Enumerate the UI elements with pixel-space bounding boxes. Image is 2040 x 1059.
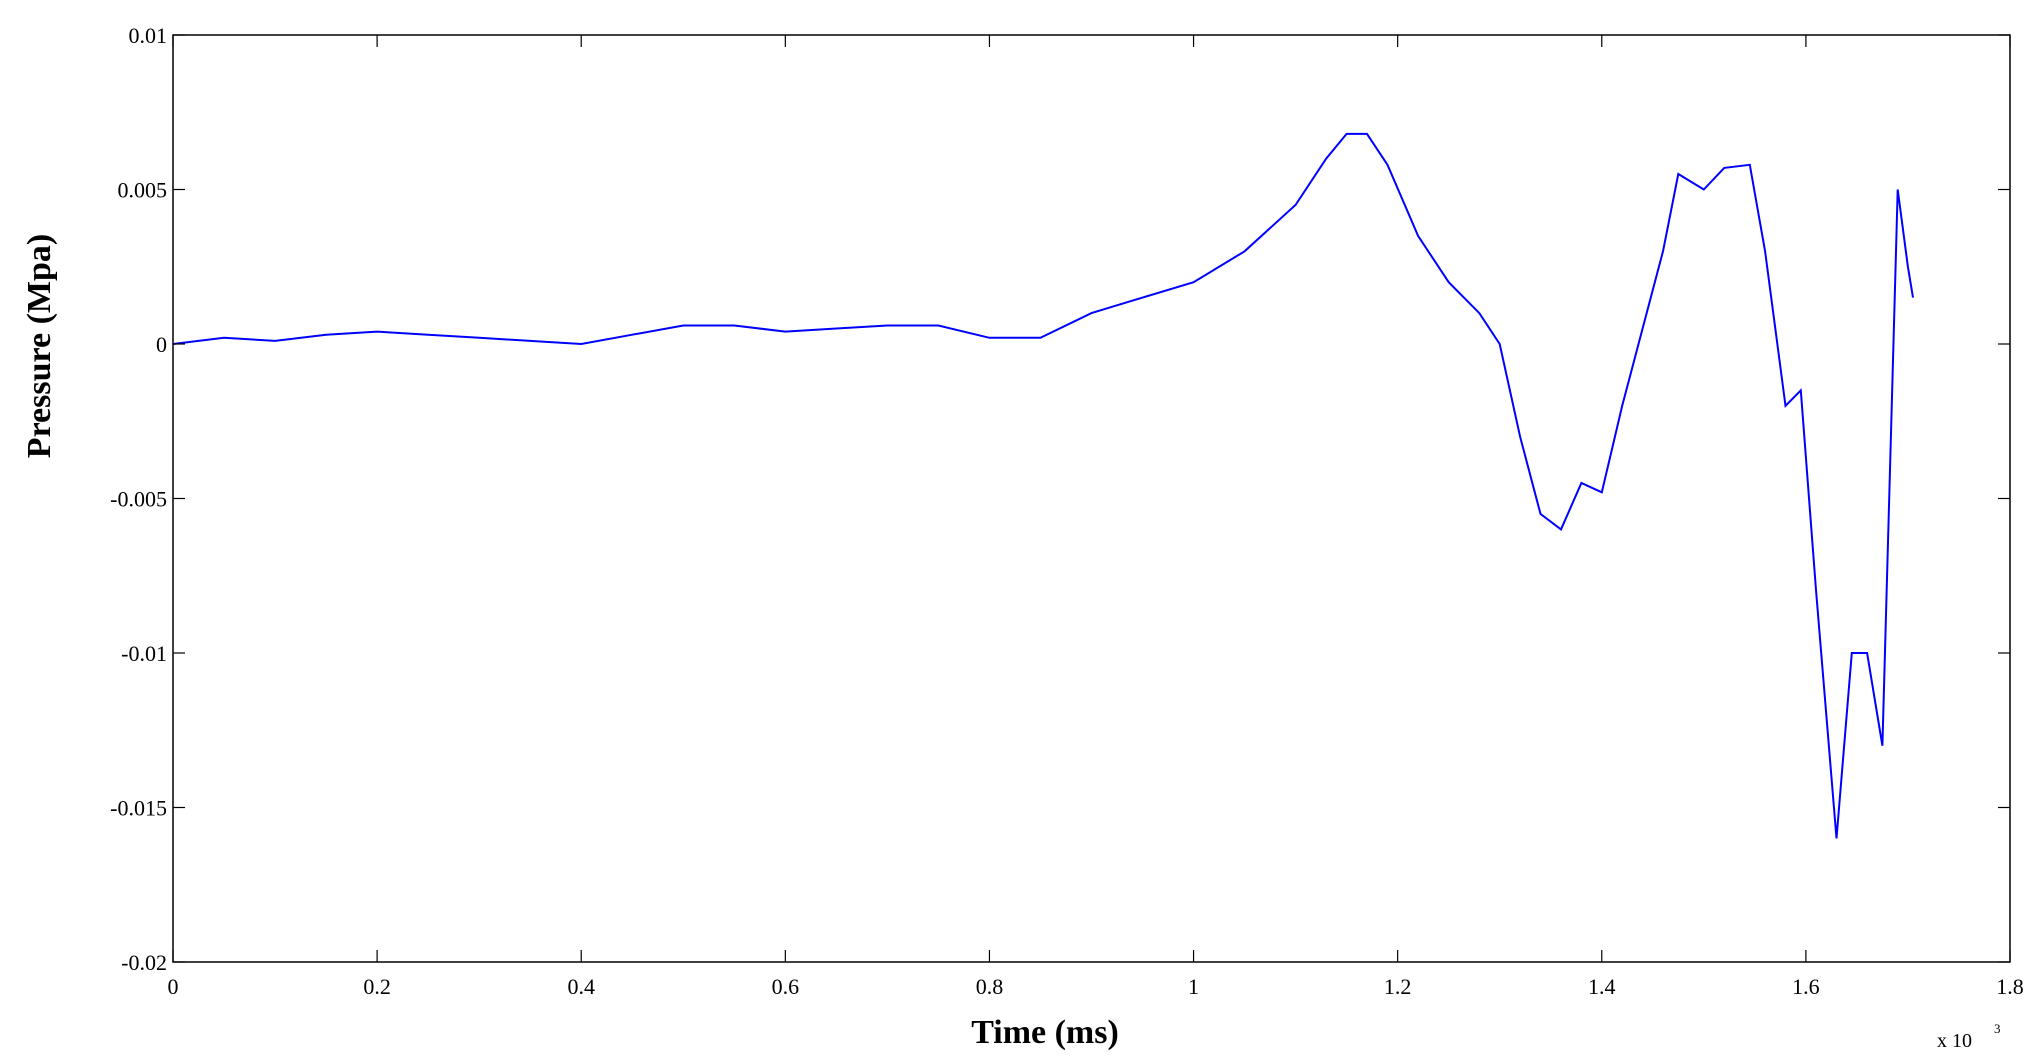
x-tick-label: 0.4 <box>567 974 595 999</box>
x-tick-label: 1.8 <box>1996 974 2024 999</box>
x-tick-label: 0.8 <box>976 974 1004 999</box>
x-tick-label: 1 <box>1188 974 1199 999</box>
y-tick-label: 0 <box>156 332 167 357</box>
y-tick-label: -0.02 <box>121 950 167 975</box>
y-tick-label: -0.015 <box>110 796 167 821</box>
x-axis-multiplier-exponent: 3 <box>1994 1021 2001 1036</box>
series-layer <box>172 132 1914 839</box>
x-tick-label: 1.2 <box>1384 974 1412 999</box>
series-line <box>172 132 1914 839</box>
y-tick-label: -0.005 <box>110 487 167 512</box>
x-axis-title: Time (ms) <box>971 1014 1119 1051</box>
x-tick-label: 0 <box>168 974 179 999</box>
plot-area <box>172 34 2011 963</box>
x-tick-label: 0.2 <box>363 974 391 999</box>
y-axis: 0.01 0.005 0 -0.005 -0.01 -0.015 -0.02 <box>110 23 2010 975</box>
plot-border <box>172 34 2011 963</box>
x-axis: 0 0.2 0.4 0.6 0.8 1 1.2 1.4 1.6 1.8 <box>168 35 2024 999</box>
x-tick-label: 1.4 <box>1588 974 1616 999</box>
x-tick-label: 0.6 <box>772 974 800 999</box>
y-tick-label: 0.005 <box>118 178 168 203</box>
y-tick-label: -0.01 <box>121 641 167 666</box>
x-tick-label: 1.6 <box>1792 974 1820 999</box>
y-tick-label: 0.01 <box>129 23 168 48</box>
x-axis-multiplier: x 10 <box>1937 1030 1972 1052</box>
y-axis-title: Pressure (Mpa) <box>21 234 58 458</box>
